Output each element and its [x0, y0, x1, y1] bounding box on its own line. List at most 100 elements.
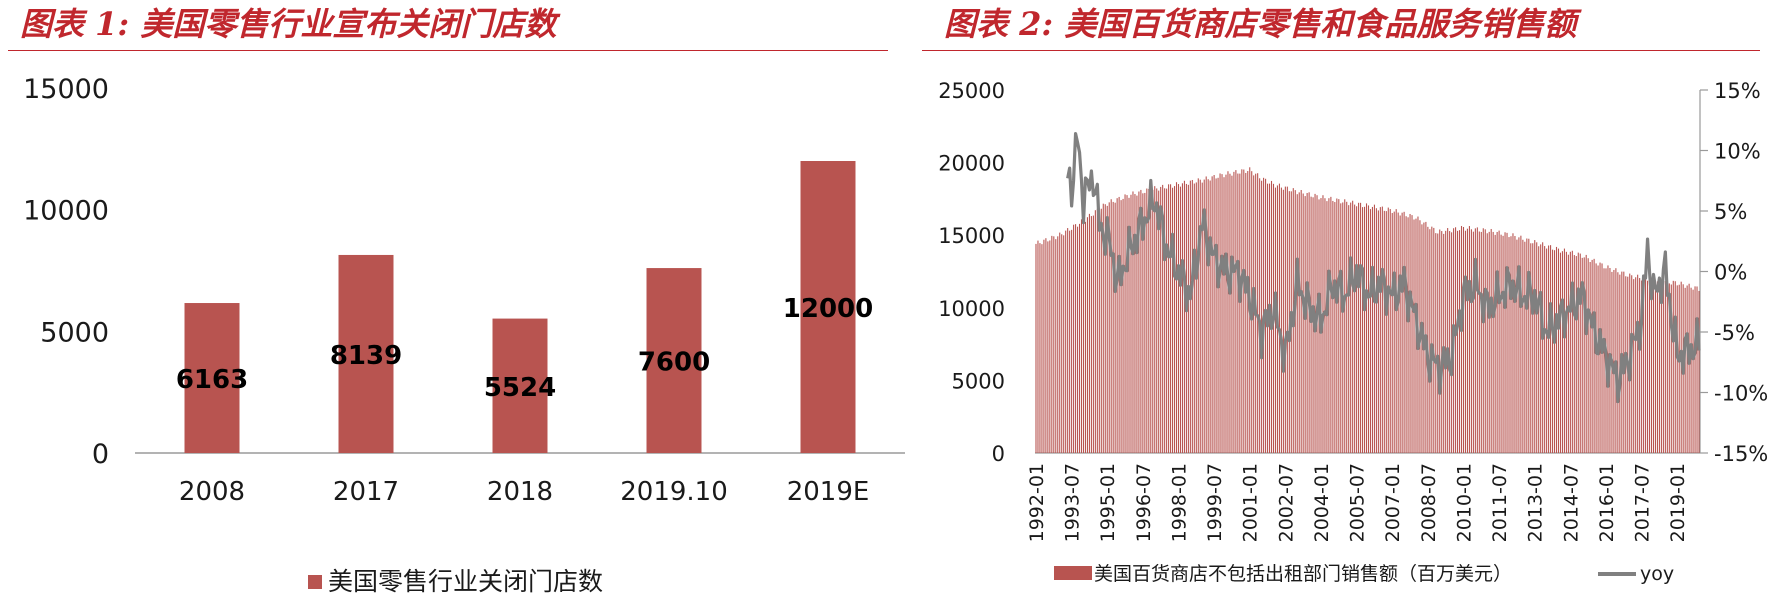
- chart2-bar: [1486, 233, 1488, 453]
- chart2-bar: [1508, 237, 1510, 453]
- chart2-bar: [1617, 272, 1619, 453]
- chart2-bar: [1690, 287, 1692, 453]
- chart2-bar: [1502, 235, 1504, 453]
- chart2-bar: [1468, 226, 1470, 453]
- chart2-bar: [1063, 235, 1065, 453]
- chart2-bar: [1098, 211, 1100, 453]
- chart2-bar: [1407, 217, 1409, 453]
- chart2-bar: [1078, 223, 1081, 453]
- chart1-data-label: 7600: [638, 348, 710, 378]
- chart2-bar: [1304, 196, 1306, 454]
- chart2-bar: [1326, 201, 1328, 453]
- chart2-right-tick-label: 0%: [1714, 261, 1747, 285]
- chart2-bar: [1552, 249, 1554, 453]
- chart2-bar: [1128, 197, 1130, 453]
- chart2-bar: [1362, 207, 1364, 453]
- chart2-bar: [1181, 183, 1183, 453]
- chart2-bar: [1409, 213, 1411, 453]
- figure2-title-rule: [922, 50, 1760, 51]
- chart2-bar: [1219, 173, 1221, 453]
- chart2-bar: [1116, 198, 1118, 453]
- chart2-bar: [1514, 236, 1516, 453]
- chart2-bar: [1203, 179, 1205, 454]
- chart2-bar: [1330, 196, 1332, 453]
- chart1-legend-swatch: [308, 575, 322, 589]
- chart2-bar: [1466, 228, 1468, 453]
- chart2-x-tick-label: 1999-07: [1204, 463, 1226, 542]
- chart2-left-tick-label: 0: [992, 442, 1005, 466]
- chart2-bar: [1510, 236, 1512, 453]
- chart2-bar: [1102, 203, 1104, 453]
- chart2-bar: [1597, 265, 1599, 453]
- chart2-bar: [1375, 208, 1377, 453]
- chart2-bar: [1065, 230, 1067, 453]
- chart2-bar: [1257, 173, 1259, 453]
- chart2-bar: [1225, 174, 1227, 454]
- chart2-bar: [1175, 182, 1178, 454]
- chart2-bar: [1530, 243, 1532, 453]
- chart2-bar: [1553, 250, 1556, 453]
- chart2-bar: [1077, 226, 1079, 453]
- chart2-bar: [1437, 233, 1439, 453]
- chart2-bar: [1049, 240, 1051, 453]
- chart2-bar: [1589, 262, 1591, 453]
- chart2-bar: [1112, 201, 1114, 453]
- chart2-bar: [1152, 189, 1154, 453]
- chart2-bar: [1211, 176, 1213, 453]
- chart2-bar: [1488, 231, 1490, 453]
- chart2-bar: [1253, 175, 1255, 453]
- chart2-bar: [1518, 237, 1520, 453]
- chart2-bar: [1096, 208, 1098, 453]
- chart2-bar: [1239, 173, 1241, 453]
- chart2-bar: [1318, 199, 1320, 453]
- chart2-bar: [1516, 239, 1518, 453]
- chart2-bar: [1647, 280, 1649, 453]
- chart2-bar: [1344, 199, 1346, 453]
- chart2-bar: [1643, 277, 1645, 453]
- chart2-x-tick-label: 2001-01: [1240, 463, 1262, 542]
- chart2-bar: [1170, 184, 1172, 453]
- chart2-bar: [1177, 184, 1180, 453]
- chart1-bar: [184, 303, 240, 453]
- chart2-bar: [1563, 248, 1565, 453]
- chart2-bar: [1692, 289, 1694, 453]
- chart1-bar: [492, 318, 548, 453]
- chart2-bar: [1476, 227, 1478, 453]
- chart2-bar: [1164, 188, 1166, 453]
- chart2-bar: [1245, 172, 1247, 453]
- chart2-bar: [1334, 202, 1336, 453]
- chart2-bar: [1383, 210, 1385, 453]
- chart2-bar: [1593, 258, 1595, 453]
- chart2-bar: [1189, 180, 1191, 453]
- chart1-x-tick-label: 2017: [333, 477, 399, 507]
- chart2-bar: [1168, 184, 1170, 453]
- chart2-bar: [1354, 204, 1356, 453]
- chart2-bar: [1427, 226, 1429, 453]
- chart2-x-tick-label: 2004-01: [1311, 463, 1333, 542]
- chart2-bar: [1134, 194, 1136, 453]
- chart2-bar: [1571, 250, 1573, 453]
- chart2-bar: [1039, 243, 1041, 453]
- chart2-bar: [1536, 242, 1538, 453]
- chart2-bar: [1654, 282, 1657, 453]
- chart2-bar: [1100, 208, 1102, 453]
- chart2-bar: [1391, 213, 1393, 453]
- chart2-bar: [1233, 171, 1235, 453]
- chart2-bar: [1296, 194, 1298, 454]
- chart2-bar: [1401, 212, 1403, 453]
- chart2-bar: [1429, 229, 1431, 453]
- chart2-bar: [1352, 200, 1354, 453]
- chart2-bar: [1199, 179, 1201, 453]
- chart2-bar: [1104, 204, 1106, 453]
- chart2-bar: [1544, 246, 1546, 453]
- chart2-bar: [1191, 179, 1193, 453]
- chart2-bar: [1146, 188, 1148, 453]
- chart2-x-tick-label: 2008-07: [1418, 463, 1440, 542]
- chart2-bar: [1041, 244, 1043, 453]
- chart2-bar: [1411, 215, 1413, 453]
- chart2-bar: [1162, 184, 1164, 453]
- chart2-bar: [1613, 269, 1615, 453]
- chart2-bar: [1213, 175, 1215, 453]
- chart2-legend-bar-label: 美国百货商店不包括出租部门销售额（百万美元）: [1094, 563, 1512, 585]
- chart2-bar: [1231, 175, 1233, 453]
